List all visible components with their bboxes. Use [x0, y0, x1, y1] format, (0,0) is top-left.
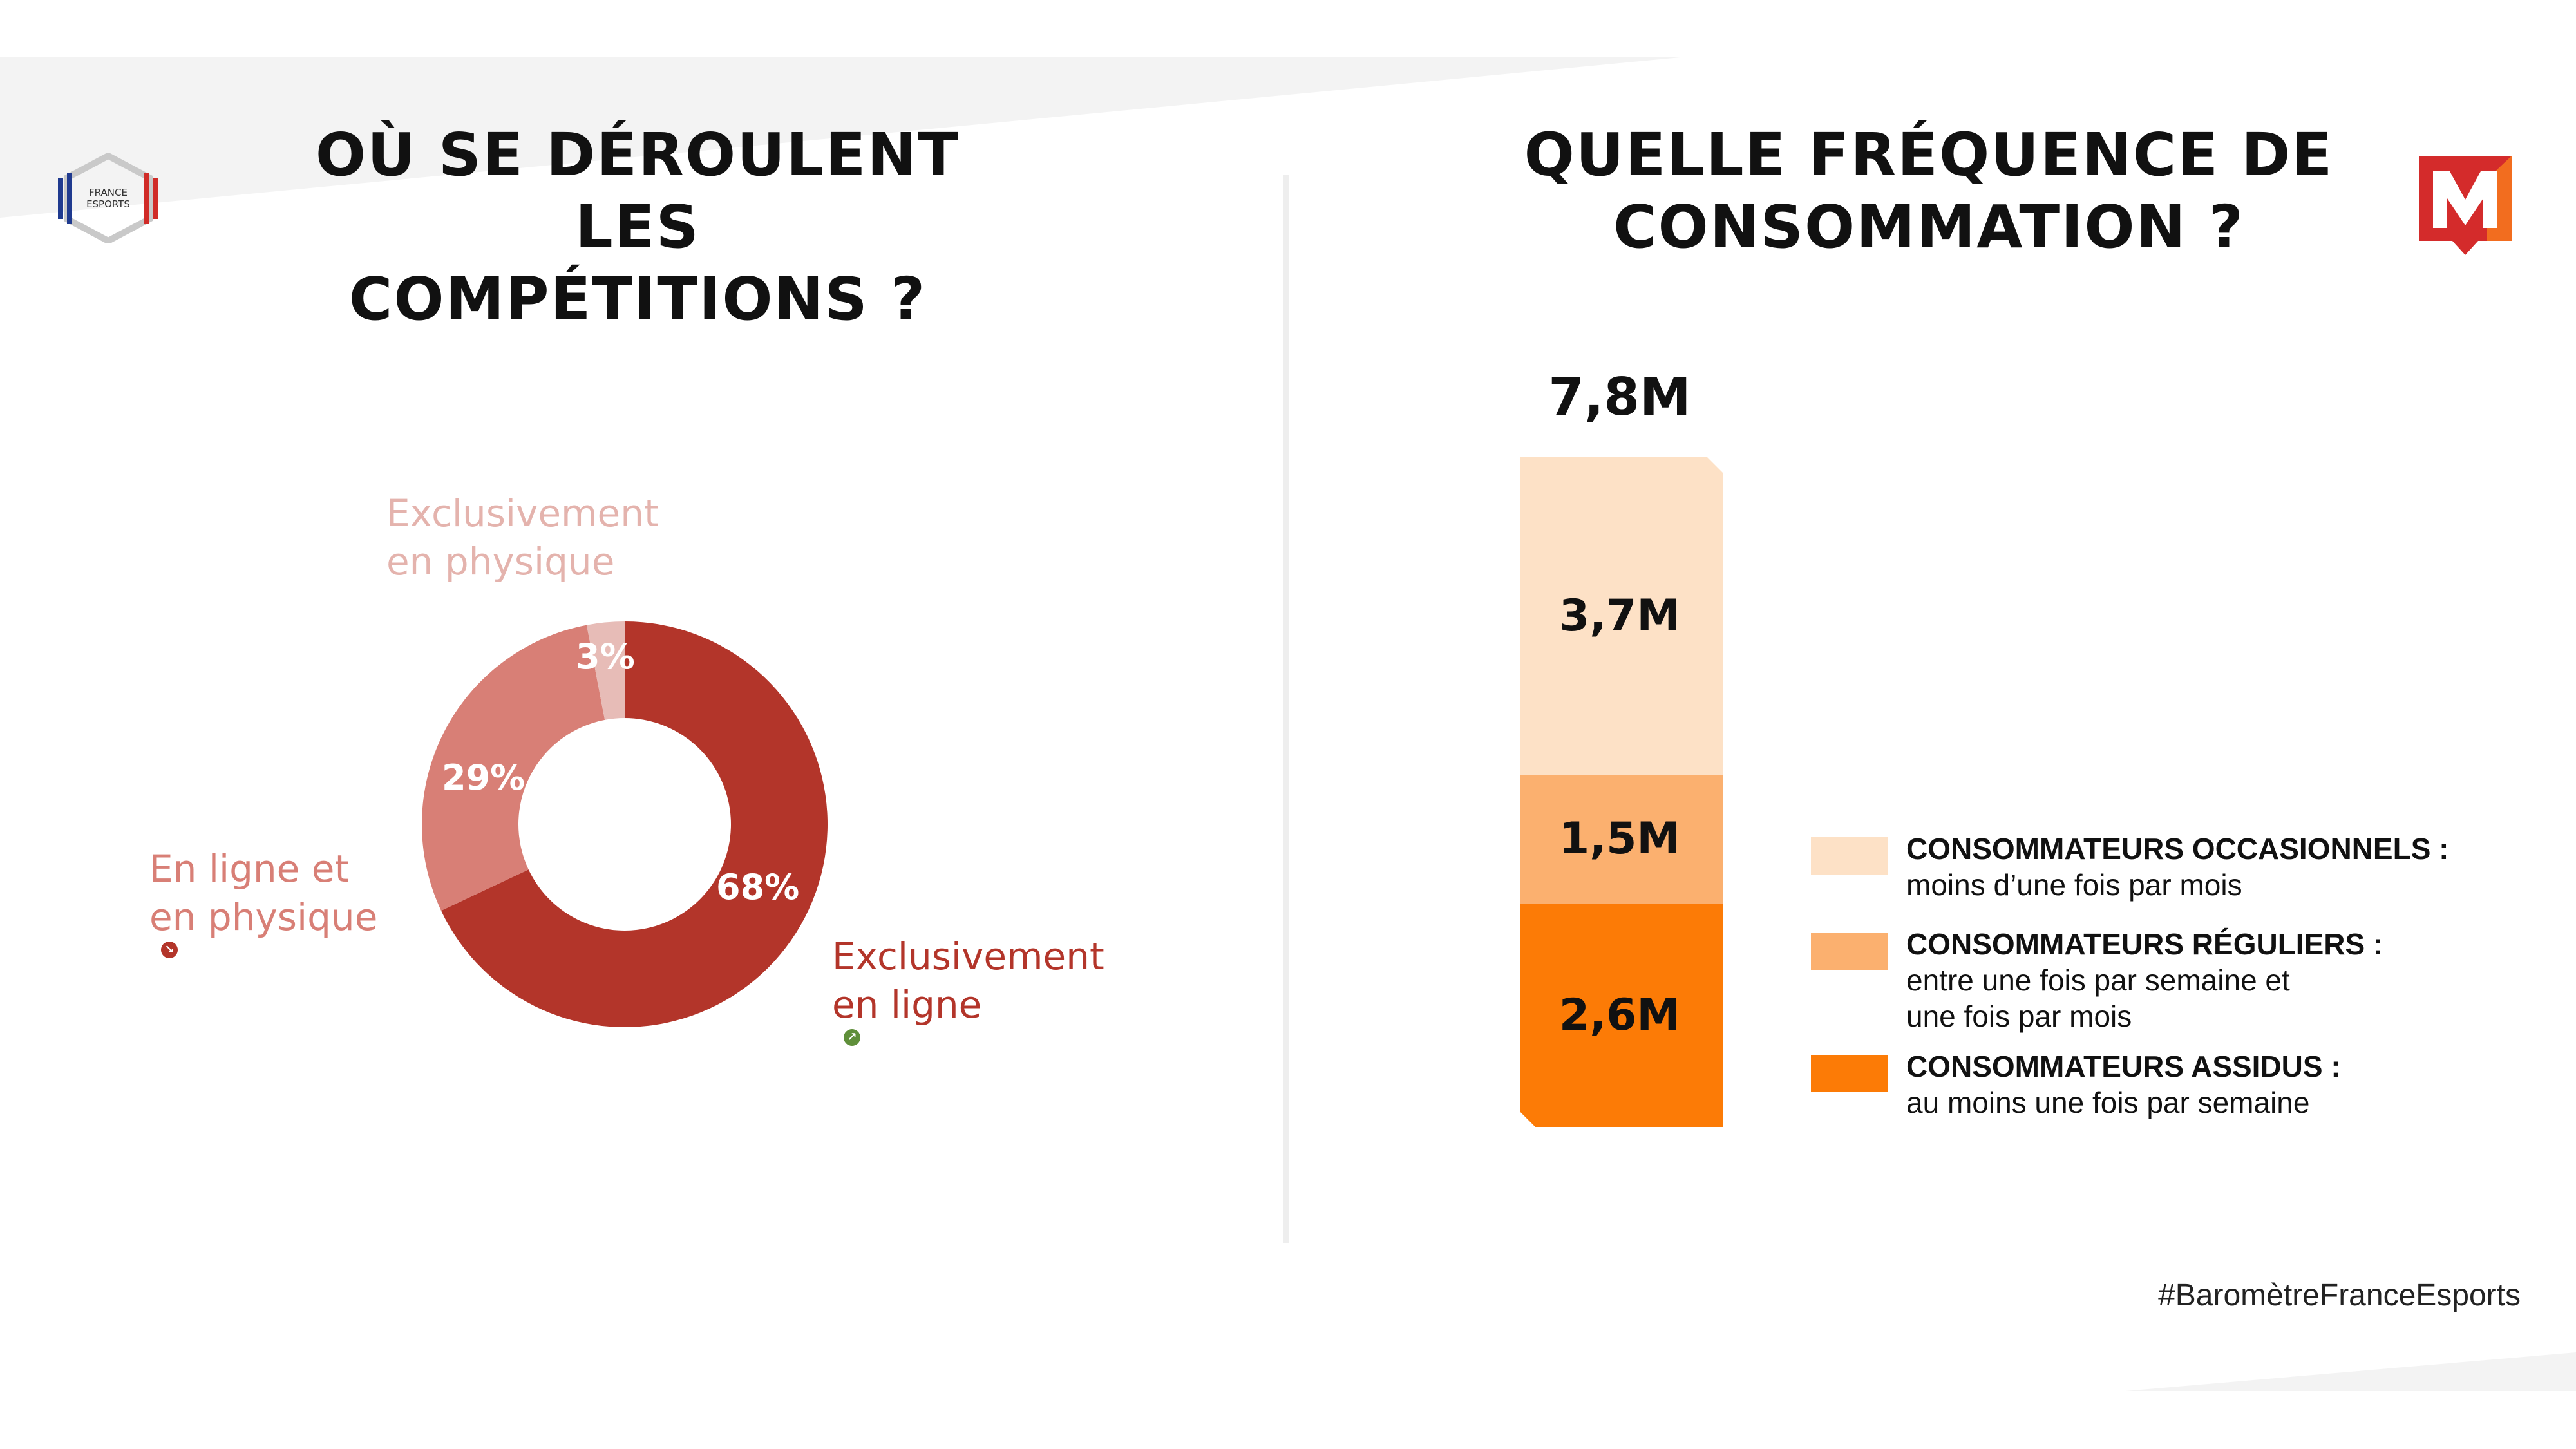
label-both-line-2: en physique [149, 895, 378, 939]
arrow-down-icon: ↘ [161, 942, 178, 958]
label-physical-line-1: Exclusivement [386, 491, 659, 535]
label-online: Exclusivement en ligne ↗ [832, 933, 1104, 1046]
legend-title-assidus: CONSOMMATEURS ASSIDUS : [1906, 1050, 2341, 1083]
panel-divider [1283, 175, 1289, 1243]
right-title-line-1: QUELLE FRÉQUENCE DE [1524, 120, 2334, 189]
background-band-bottom [2125, 1352, 2576, 1391]
left-chart-title: OÙ SE DÉROULENT LES COMPÉTITIONS ? [245, 119, 1030, 336]
arrow-up-icon: ↗ [844, 1029, 860, 1046]
legend-text-regular: CONSOMMATEURS RÉGULIERS : entre une fois… [1906, 926, 2550, 1034]
donut-slice-physical [586, 621, 625, 720]
bar-value-assidus: 2,6M [1558, 989, 1681, 1041]
donut-slice-both [422, 625, 605, 911]
bar-value-occasional: 3,7M [1558, 590, 1681, 641]
label-online-line-1: Exclusivement [832, 934, 1104, 978]
legend-swatch-occasional [1811, 837, 1888, 875]
left-title-line-1: OÙ SE DÉROULENT LES [315, 120, 960, 261]
label-online-line-2-wrap: en ligne ↗ [832, 981, 1104, 1046]
bar-value-regular: 1,5M [1558, 813, 1681, 865]
logo-text-2: ESPORTS [86, 198, 130, 210]
pct-label-both: 29% [442, 757, 526, 798]
legend-title-regular: CONSOMMATEURS RÉGULIERS : [1906, 927, 2383, 961]
legend-swatch-assidus [1811, 1055, 1888, 1092]
legend-text-assidus: CONSOMMATEURS ASSIDUS : au moins une foi… [1906, 1048, 2550, 1121]
right-title-line-2: CONSOMMATION ? [1613, 193, 2244, 261]
legend-desc-regular-1: entre une fois par semaine et [1906, 963, 2290, 997]
label-physical: Exclusivement en physique [386, 489, 659, 586]
hashtag: #BaromètreFranceEsports [2158, 1278, 2521, 1312]
pct-label-online: 68% [716, 867, 800, 907]
left-title-line-2: COMPÉTITIONS ? [348, 265, 927, 334]
bar-segment-regular [1520, 775, 1723, 904]
logo-text-1: FRANCE [89, 187, 128, 198]
donut-slice-online [440, 621, 828, 1027]
france-esports-logo: FRANCE ESPORTS [58, 153, 158, 243]
legend-desc-regular-2: une fois par mois [1906, 999, 2132, 1033]
legend-title-occasional: CONSOMMATEURS OCCASIONNELS : [1906, 832, 2449, 866]
stacked-bar-chart [1520, 457, 1723, 1127]
m-brand-logo [2419, 156, 2512, 255]
label-online-line-2: en ligne [832, 983, 982, 1027]
legend-desc-occasional: moins d’une fois par mois [1906, 868, 2242, 902]
label-physical-line-2: en physique [386, 540, 615, 583]
right-chart-title: QUELLE FRÉQUENCE DE CONSOMMATION ? [1501, 119, 2357, 263]
label-both-line-2-wrap: en physique ↘ [149, 893, 377, 958]
label-both: En ligne et en physique ↘ [149, 845, 377, 958]
bar-segment-assidus [1520, 904, 1723, 1127]
donut-chart [422, 621, 828, 1027]
legend-desc-assidus: au moins une fois par semaine [1906, 1086, 2310, 1119]
legend-text-occasional: CONSOMMATEURS OCCASIONNELS : moins d’une… [1906, 831, 2550, 903]
legend-swatch-regular [1811, 933, 1888, 970]
pct-label-physical: 3% [576, 636, 635, 677]
label-both-line-1: En ligne et [149, 847, 350, 891]
bar-segment-occasional [1520, 457, 1723, 775]
bar-total-label: 7,8M [1548, 367, 1691, 427]
